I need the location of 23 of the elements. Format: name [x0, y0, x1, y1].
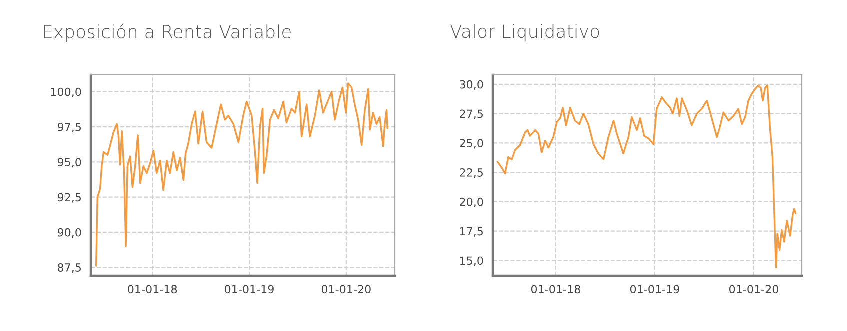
x-tick-label: 01-01-19: [225, 285, 274, 294]
y-tick-label: 97,5: [58, 122, 81, 133]
y-tick-label: 92,5: [58, 193, 81, 203]
x-tick-label: 01-01-18: [531, 285, 580, 294]
x-tick-label: 01-01-20: [322, 285, 371, 294]
chart-title: Exposición a Renta Variable: [44, 24, 291, 42]
line-series: [496, 84, 797, 269]
y-tick-label: 27,5: [460, 110, 483, 120]
y-tick-label: 100,0: [51, 88, 82, 98]
x-tick-label: 01-01-18: [128, 285, 178, 294]
line-series: [95, 82, 388, 267]
y-tick-label: 87,5: [58, 264, 81, 274]
y-tick-label: 30,0: [460, 80, 484, 90]
x-tick-label: 01-01-19: [630, 285, 680, 294]
y-tick-label: 15,0: [460, 256, 484, 266]
x-tick-label: 01-01-20: [729, 285, 778, 294]
y-tick-label: 17,5: [460, 227, 483, 237]
y-tick-label: 90,0: [58, 228, 82, 238]
y-tick-label: 20,0: [460, 198, 484, 208]
y-tick-label: 22,5: [460, 168, 483, 178]
chart-title: Valor Liquidativo: [450, 24, 600, 42]
y-tick-label: 25,0: [460, 139, 484, 149]
y-tick-label: 95,0: [58, 158, 82, 168]
